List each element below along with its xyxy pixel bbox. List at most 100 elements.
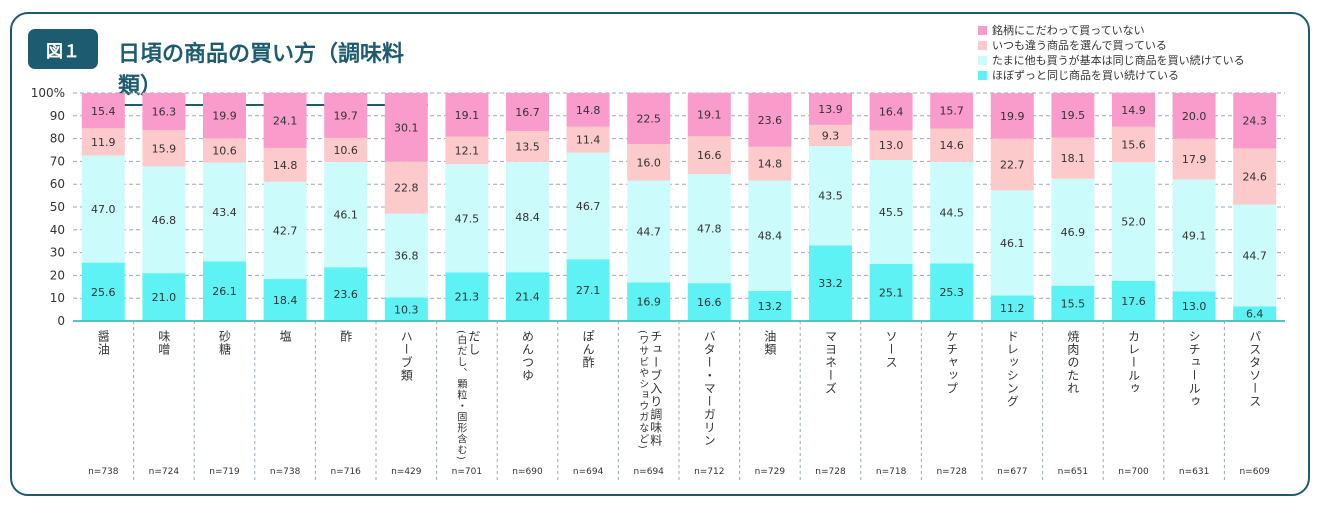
legend-label: 銘柄にこだわって買っていない [992, 24, 1145, 37]
data-label: 26.1 [212, 285, 237, 298]
data-label: 15.6 [1121, 139, 1146, 152]
bar-segment [81, 155, 125, 263]
data-label: 45.5 [879, 206, 904, 219]
data-label: 19.9 [1000, 110, 1025, 123]
data-label: 16.6 [697, 149, 722, 162]
data-label: 10.3 [394, 303, 419, 316]
sample-size-label: n=712 [694, 467, 725, 477]
data-label: 24.3 [1242, 115, 1267, 128]
data-label: 14.6 [939, 139, 964, 152]
bar-segment [263, 93, 307, 148]
legend-label: いつも違う商品を選んで買っている [992, 39, 1167, 52]
category-label: バター・マーガリン [702, 330, 716, 447]
bar-segment [142, 93, 186, 131]
y-tick-label: 90 [50, 109, 65, 123]
bar-segment [566, 93, 610, 127]
data-label: 22.7 [1000, 158, 1025, 171]
bar-segment [990, 93, 1034, 139]
sample-size-label: n=716 [330, 467, 361, 477]
legend-item: ほぼずっと同じ商品を買い続けている [978, 68, 1245, 83]
bar-segment [1172, 291, 1216, 321]
category-name: ぽん酢 [581, 330, 596, 369]
bar-segment [809, 124, 852, 147]
sample-size-label: n=651 [1057, 467, 1089, 477]
sample-size-label: n=728 [936, 467, 967, 477]
data-label: 43.5 [818, 190, 843, 203]
data-label: 44.7 [636, 226, 661, 239]
data-label: 46.9 [1061, 226, 1086, 239]
category-name: バター・マーガリン [702, 330, 717, 447]
category-label: ハーブ類 [399, 330, 413, 382]
data-label: 24.6 [1242, 170, 1267, 183]
data-label: 19.7 [333, 109, 358, 122]
legend-swatch [978, 41, 987, 50]
bar-segment [445, 136, 489, 165]
bar-segment [506, 93, 549, 132]
sample-size-label: n=429 [391, 467, 422, 477]
bar-segment [809, 93, 852, 125]
bar-segment [748, 146, 792, 181]
data-label: 13.9 [818, 103, 843, 116]
category-name: ケチャップ [944, 330, 959, 395]
sample-size-label: n=631 [1178, 467, 1210, 477]
data-label: 16.7 [515, 106, 540, 119]
y-tick-label: 60 [50, 177, 65, 191]
data-label: 44.7 [1242, 249, 1267, 262]
category-name: 砂糖 [217, 330, 232, 356]
category-label: 焼肉のたれ [1066, 330, 1080, 395]
data-label: 16.4 [879, 106, 904, 119]
category-name: カレールゥ [1126, 330, 1141, 395]
bar-segment [1112, 162, 1155, 281]
sample-size-label: n=609 [1239, 467, 1270, 477]
category-sub: (白だし、顆粒・固形含む) [454, 330, 466, 461]
data-label: 52.0 [1121, 216, 1146, 229]
category-name: 味噌 [156, 330, 171, 356]
bar-segment [81, 93, 125, 129]
data-label: 14.8 [576, 104, 601, 117]
category-name: パスタソース [1247, 330, 1262, 408]
sample-size-label: n=694 [572, 467, 604, 477]
bar-segment [506, 131, 549, 162]
y-tick-label: 80 [50, 132, 65, 146]
bar-segment [627, 144, 671, 181]
category-label: 砂糖 [218, 330, 232, 356]
bar-segment [203, 261, 246, 321]
legend-item: たまに他も買うが基本は同じ商品を買い続けている [978, 53, 1245, 68]
data-label: 14.8 [758, 158, 783, 171]
sample-size-label: n=677 [997, 467, 1028, 477]
bar-segment [203, 138, 246, 163]
data-label: 46.8 [152, 214, 177, 227]
legend-swatch [978, 71, 987, 80]
sample-size-label: n=738 [88, 467, 119, 477]
y-tick-label: 50 [50, 200, 65, 214]
data-label: 11.4 [576, 134, 601, 147]
data-label: 12.1 [455, 144, 480, 157]
data-label: 17.6 [1121, 295, 1146, 308]
sample-size-label: n=701 [451, 467, 483, 477]
data-label: 25.3 [939, 286, 964, 299]
category-name: ハーブ類 [399, 330, 414, 382]
y-tick-label: 30 [50, 246, 65, 260]
bar-segment [445, 164, 489, 273]
sample-size-label: n=719 [209, 467, 240, 477]
data-label: 17.9 [1182, 153, 1207, 166]
bar-segment [1233, 93, 1277, 149]
category-label: 塩 [278, 330, 292, 343]
data-label: 19.5 [1061, 109, 1086, 122]
sample-size-label: n=729 [754, 467, 786, 477]
legend-swatch [978, 26, 987, 35]
bar-segment [1112, 126, 1155, 163]
bar-segment [869, 263, 913, 321]
sample-size-label: n=690 [512, 467, 543, 477]
bar-segment [930, 92, 974, 129]
data-label: 13.0 [879, 139, 904, 152]
category-label: ぽん酢 [581, 330, 595, 369]
bar-segment [384, 213, 428, 298]
bar-segment [142, 130, 186, 167]
data-label: 22.8 [394, 182, 419, 195]
category-label: 味噌 [157, 330, 171, 356]
bar-segment [384, 297, 428, 321]
y-tick-label: 0 [57, 314, 65, 328]
bar-segment [627, 282, 671, 321]
bar-segment [566, 126, 610, 153]
